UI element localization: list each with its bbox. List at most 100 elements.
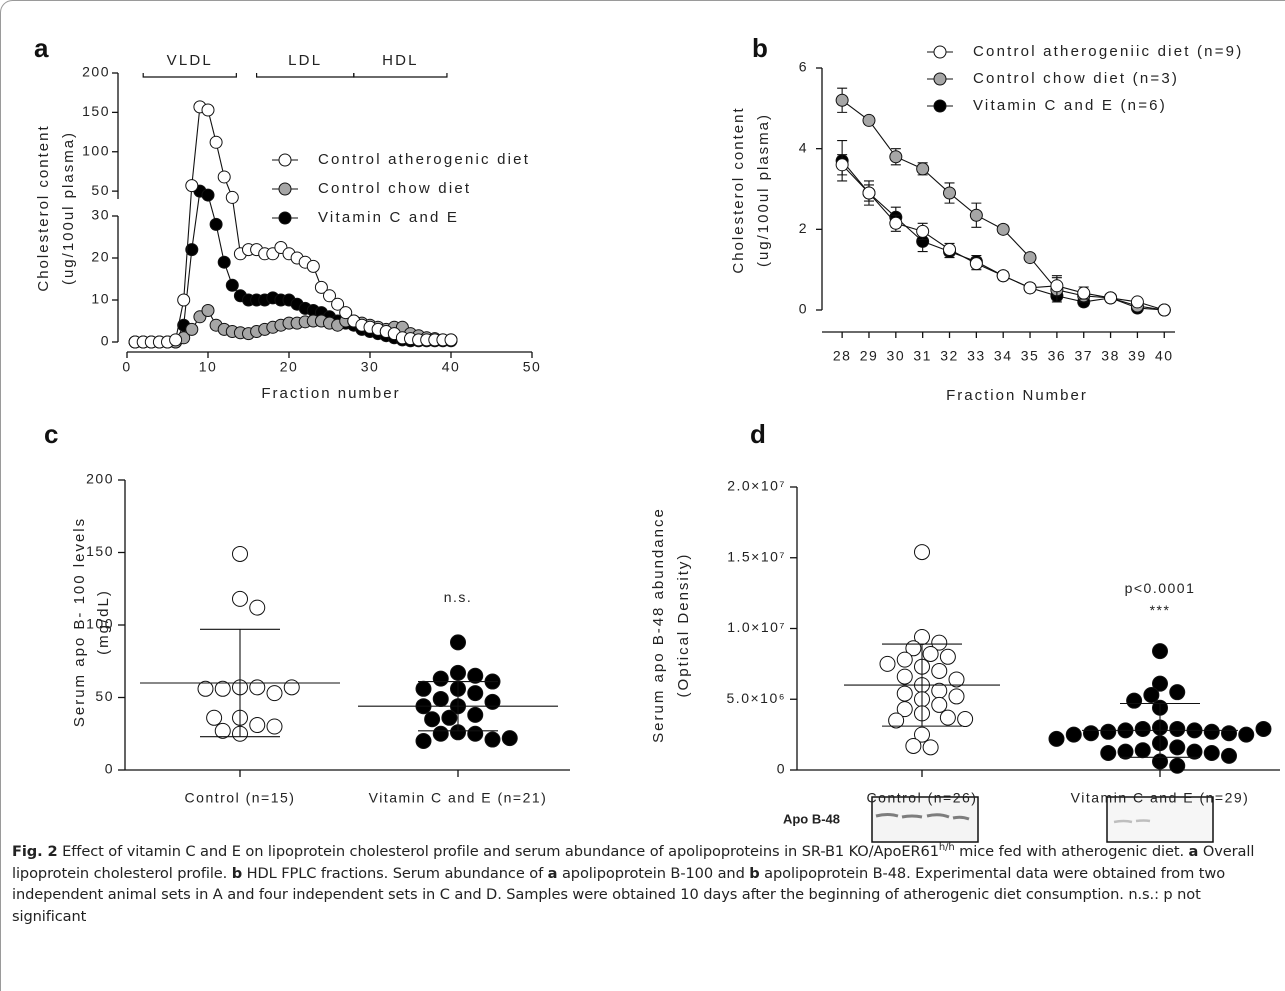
data-point	[250, 600, 265, 615]
data-point	[1158, 304, 1170, 316]
data-point	[1051, 280, 1063, 292]
figure-page: Apo B-48 a Cholesterol content (ug/100ul p…	[0, 0, 1285, 991]
data-point	[215, 723, 230, 738]
y-tick-label: 1.5×10⁷	[727, 548, 786, 564]
data-point	[218, 171, 230, 183]
data-point	[284, 680, 299, 695]
panel-letter: d	[750, 419, 766, 449]
data-point	[416, 734, 431, 749]
y-axis-label: Cholesterol content	[35, 124, 52, 291]
y-tick-label: 30	[91, 207, 110, 223]
y-axis-label: (Optical Density)	[675, 553, 692, 698]
legend-marker	[934, 46, 946, 58]
data-point	[445, 334, 457, 346]
data-point	[502, 731, 517, 746]
y-tick-label: 50	[95, 688, 114, 704]
blot-label: Apo B-48	[783, 811, 840, 826]
y-tick-label: 200	[86, 471, 114, 487]
data-point	[1170, 721, 1185, 736]
y-tick-label: 0	[105, 761, 114, 777]
data-point	[1084, 726, 1099, 741]
x-tick-label: 40	[1155, 348, 1174, 364]
category-label: Control (n=15)	[185, 790, 296, 806]
y-tick-label: 100	[82, 142, 110, 158]
x-tick-label: 37	[1074, 348, 1093, 364]
caption-text: Effect of vitamin C and E on lipoprotein…	[58, 843, 939, 860]
data-point	[890, 151, 902, 163]
caption-sup: h/h	[939, 842, 955, 853]
caption-label: Fig. 2	[12, 843, 58, 860]
panel-letter: c	[44, 419, 58, 449]
data-point	[468, 686, 483, 701]
y-tick-label: 2	[799, 220, 808, 236]
data-point	[958, 712, 973, 727]
data-point	[210, 136, 222, 148]
x-tick-label: 30	[361, 359, 380, 375]
data-point	[433, 726, 448, 741]
legend-marker	[279, 212, 291, 224]
data-point	[1222, 726, 1237, 741]
caption-ref: b	[749, 865, 759, 882]
data-point	[1170, 758, 1185, 773]
x-tick-label: 31	[913, 348, 932, 364]
data-point	[233, 546, 248, 561]
data-point	[1170, 685, 1185, 700]
legend-label: Control chow diet (n=3)	[973, 70, 1179, 87]
data-point	[1204, 724, 1219, 739]
data-point	[944, 244, 956, 256]
data-point	[940, 649, 955, 664]
data-point	[451, 635, 466, 650]
data-point	[997, 270, 1009, 282]
x-tick-label: 30	[887, 348, 906, 364]
caption-text: mice fed with atherogenic diet.	[955, 843, 1189, 860]
data-point	[178, 294, 190, 306]
panel-letter: b	[752, 33, 768, 63]
caption-ref: b	[232, 865, 242, 882]
x-tick-label: 34	[994, 348, 1013, 364]
data-point	[970, 258, 982, 270]
data-point	[915, 545, 930, 560]
region-bracket	[257, 73, 354, 77]
data-point	[932, 663, 947, 678]
data-point	[1135, 721, 1150, 736]
data-point	[250, 680, 265, 695]
x-tick-label: 33	[967, 348, 986, 364]
data-point	[425, 712, 440, 727]
data-point	[1131, 296, 1143, 308]
data-point	[485, 732, 500, 747]
y-axis-label: (ug/100ul plasma)	[60, 131, 77, 285]
data-point	[1239, 727, 1254, 742]
data-point	[210, 218, 222, 230]
data-point	[863, 114, 875, 126]
data-point	[880, 656, 895, 671]
data-point	[917, 225, 929, 237]
y-tick-label: 2.0×10⁷	[727, 478, 786, 494]
region-bracket	[354, 73, 447, 77]
y-axis-label: Serum apo B-48 abundance	[650, 507, 667, 743]
y-tick-label: 150	[86, 543, 114, 559]
data-point	[433, 691, 448, 706]
x-tick-label: 20	[280, 359, 299, 375]
region-label: VLDL	[167, 52, 213, 69]
y-tick-label: 50	[91, 182, 110, 198]
data-point	[218, 256, 230, 268]
x-tick-label: 39	[1128, 348, 1147, 364]
data-point	[1024, 282, 1036, 294]
region-bracket	[143, 73, 236, 77]
data-point	[1153, 644, 1168, 659]
annotation: n.s.	[444, 589, 473, 605]
x-tick-label: 50	[523, 359, 542, 375]
data-point	[1101, 724, 1116, 739]
caption-ref: a	[548, 865, 558, 882]
data-point	[451, 665, 466, 680]
x-tick-label: 36	[1048, 348, 1067, 364]
data-point	[897, 686, 912, 701]
y-tick-label: 5.0×10⁶	[727, 690, 786, 706]
y-tick-label: 10	[91, 291, 110, 307]
data-point	[970, 209, 982, 221]
legend-label: Vitamin C and E (n=6)	[973, 97, 1167, 114]
data-point	[1222, 748, 1237, 763]
x-tick-label: 28	[833, 348, 852, 364]
data-point	[863, 187, 875, 199]
y-tick-label: 0	[101, 333, 110, 349]
